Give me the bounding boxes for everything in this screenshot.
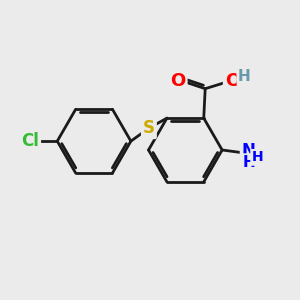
Text: S: S xyxy=(143,119,155,137)
Text: H: H xyxy=(252,150,263,164)
Text: H: H xyxy=(242,155,255,170)
Text: O: O xyxy=(170,72,185,90)
Text: O: O xyxy=(225,72,240,90)
Text: N: N xyxy=(242,142,256,160)
Text: Cl: Cl xyxy=(21,132,39,150)
Text: H: H xyxy=(238,69,251,84)
